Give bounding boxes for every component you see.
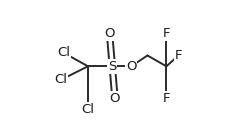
Text: F: F (162, 27, 169, 40)
Text: Cl: Cl (54, 73, 67, 86)
Text: Cl: Cl (57, 46, 70, 59)
Text: Cl: Cl (81, 103, 94, 116)
Text: O: O (109, 92, 120, 105)
Text: O: O (104, 27, 114, 40)
Text: O: O (125, 60, 136, 73)
Text: F: F (174, 49, 182, 62)
Text: F: F (162, 92, 169, 105)
Text: S: S (108, 60, 116, 73)
